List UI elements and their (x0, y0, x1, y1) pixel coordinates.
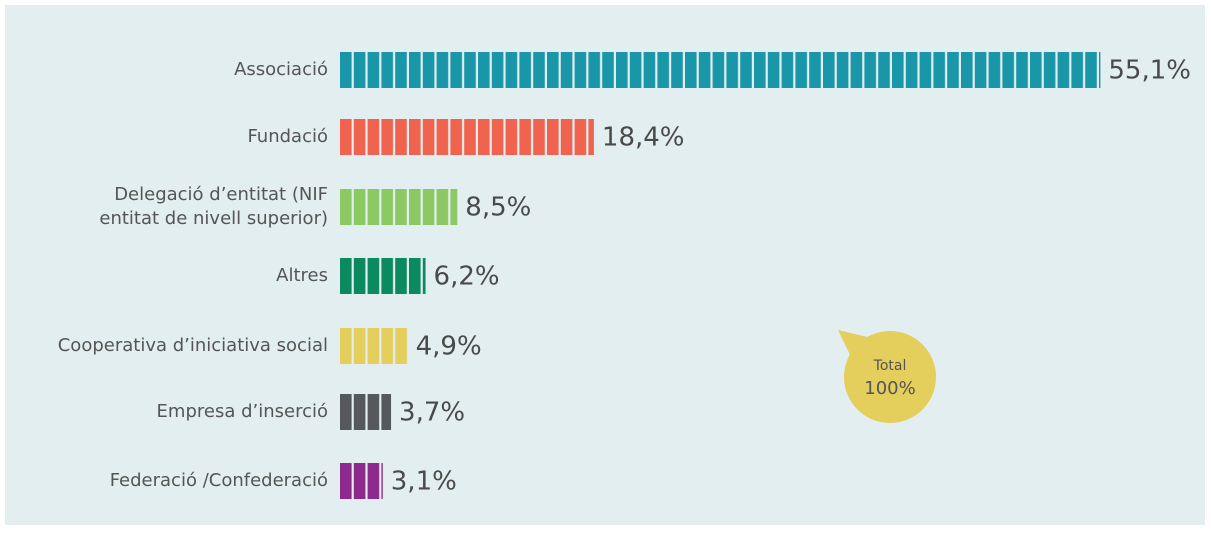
bar-stripes (340, 328, 408, 364)
value-label: 6,2% (434, 262, 500, 292)
category-label: Empresa d’inserció (157, 401, 328, 422)
bar-stripes (340, 52, 1101, 88)
bar-stripes (340, 119, 594, 155)
category-label: Fundació (247, 126, 328, 147)
category-label: Associació (234, 59, 328, 80)
bar-stripes (340, 258, 426, 294)
bar-stripes (340, 463, 383, 499)
panel (5, 5, 1205, 525)
category-label: Delegació d’entitat (NIF (114, 184, 328, 205)
bar-stripes (340, 394, 392, 430)
category-label: Federació /Confederació (110, 470, 328, 491)
category-label: Altres (276, 265, 328, 286)
value-label: 8,5% (465, 193, 531, 223)
total-bubble (844, 331, 936, 423)
value-label: 3,1% (391, 467, 457, 497)
bar-stripes (340, 189, 458, 225)
value-label: 18,4% (602, 123, 685, 153)
value-label: 3,7% (399, 398, 465, 428)
value-label: 55,1% (1108, 56, 1191, 86)
category-label: Cooperativa d’iniciativa social (58, 335, 328, 356)
category-label: entitat de nivell superior) (99, 208, 328, 229)
total-value: 100% (864, 378, 915, 399)
total-label: Total (873, 358, 907, 374)
value-label: 4,9% (416, 332, 482, 362)
